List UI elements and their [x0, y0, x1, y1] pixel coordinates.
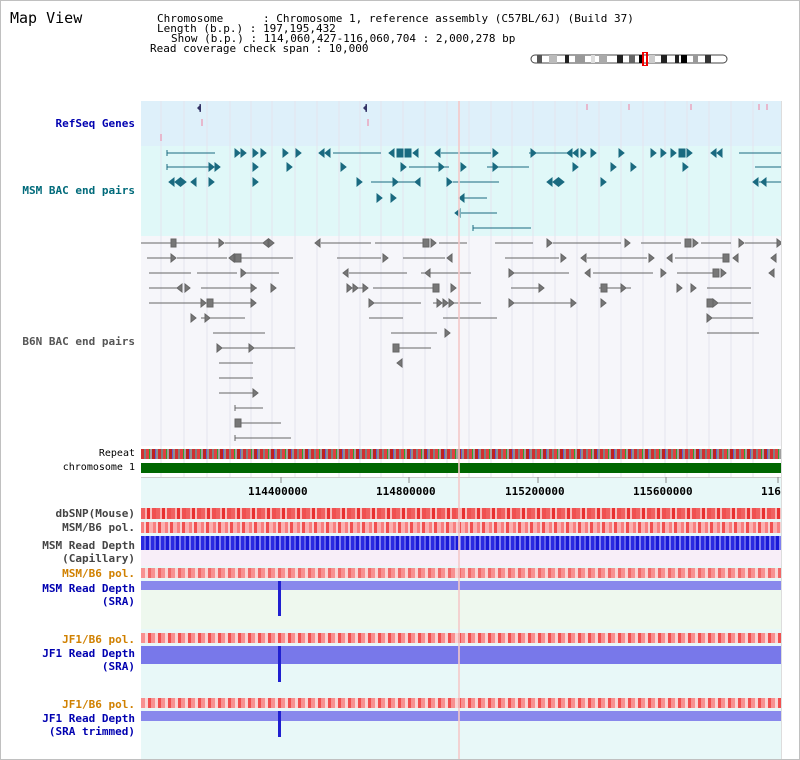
- track-label-msm-depth-cap[interactable]: MSM Read Depth (Capillary): [42, 539, 135, 565]
- coverage-info: Read coverage check span : 10,000: [150, 42, 369, 55]
- track-label-msm-bac[interactable]: MSM BAC end pairs: [22, 184, 135, 197]
- grid-lines: [160, 101, 754, 481]
- page-title: Map View: [10, 9, 83, 27]
- msm-bac-band: [141, 146, 781, 236]
- jf1-b6-pol-track[interactable]: [141, 633, 781, 643]
- current-position-marker: [458, 101, 460, 759]
- track-label-jf1-b6-pol[interactable]: JF1/B6 pol.: [62, 633, 135, 646]
- track-label-jf1-depth-sra[interactable]: JF1 Read Depth (SRA): [42, 647, 135, 673]
- axis-ticks: [280, 477, 779, 483]
- track-label-msm-depth-sra[interactable]: MSM Read Depth (SRA): [42, 582, 135, 608]
- track-label-repeat[interactable]: Repeat: [98, 448, 135, 459]
- msm-b6-pol-track[interactable]: [141, 522, 781, 533]
- jf1-depth-trim-track[interactable]: [141, 711, 781, 721]
- msm-depth-capillary-bars: [141, 536, 781, 550]
- b6n-bac-band: [141, 236, 781, 446]
- chromosome-info: Chromosome : Chromosome 1, reference ass…: [157, 12, 634, 25]
- chromosome-ideogram[interactable]: [529, 52, 731, 66]
- refseq-band: [141, 101, 781, 146]
- msm-b6-pol-2-track[interactable]: [141, 568, 781, 578]
- dbsnp-track[interactable]: [141, 508, 781, 519]
- length-info: Length (b.p.) : 197,195,432: [157, 22, 336, 35]
- track-label-jf1-b6-pol-2[interactable]: JF1/B6 pol.: [62, 698, 135, 711]
- jf1-depth-sra-peak: [278, 646, 281, 682]
- track-label-chromosome[interactable]: chromosome 1: [62, 462, 135, 473]
- show-info: Show (b.p.) : 114,060,427-116,060,704 : …: [171, 32, 516, 45]
- axis-tick-4: 115600000: [633, 485, 693, 498]
- msm-depth-sra-peak: [278, 581, 281, 616]
- jf1-b6-pol-2-track[interactable]: [141, 698, 781, 708]
- chromosome-bar[interactable]: [141, 463, 781, 473]
- track-label-msm-b6-pol-2[interactable]: MSM/B6 pol.: [62, 567, 135, 580]
- jf1-depth-sra-track[interactable]: [141, 646, 781, 664]
- refseq-features[interactable]: [141, 101, 781, 146]
- b6n-bac-pairs[interactable]: [141, 236, 781, 446]
- track-label-dbsnp[interactable]: dbSNP(Mouse): [55, 507, 135, 520]
- track-label-msm-b6-pol[interactable]: MSM/B6 pol.: [62, 521, 135, 534]
- msm-bac-pairs[interactable]: [141, 146, 781, 236]
- axis-tick-1: 114400000: [248, 485, 308, 498]
- track-label-jf1-depth-trim[interactable]: JF1 Read Depth (SRA trimmed): [42, 712, 135, 738]
- position-axis: [141, 477, 781, 506]
- axis-tick-3: 115200000: [505, 485, 565, 498]
- track-label-refseq[interactable]: RefSeq Genes: [55, 117, 135, 130]
- jf1-depth-trim-peak: [278, 711, 281, 737]
- axis-tick-2: 114800000: [376, 485, 436, 498]
- msm-depth-sra-bars: [141, 581, 781, 590]
- right-gutter: [781, 101, 799, 759]
- track-label-b6n-bac[interactable]: B6N BAC end pairs: [22, 335, 135, 348]
- repeat-track[interactable]: [141, 449, 781, 459]
